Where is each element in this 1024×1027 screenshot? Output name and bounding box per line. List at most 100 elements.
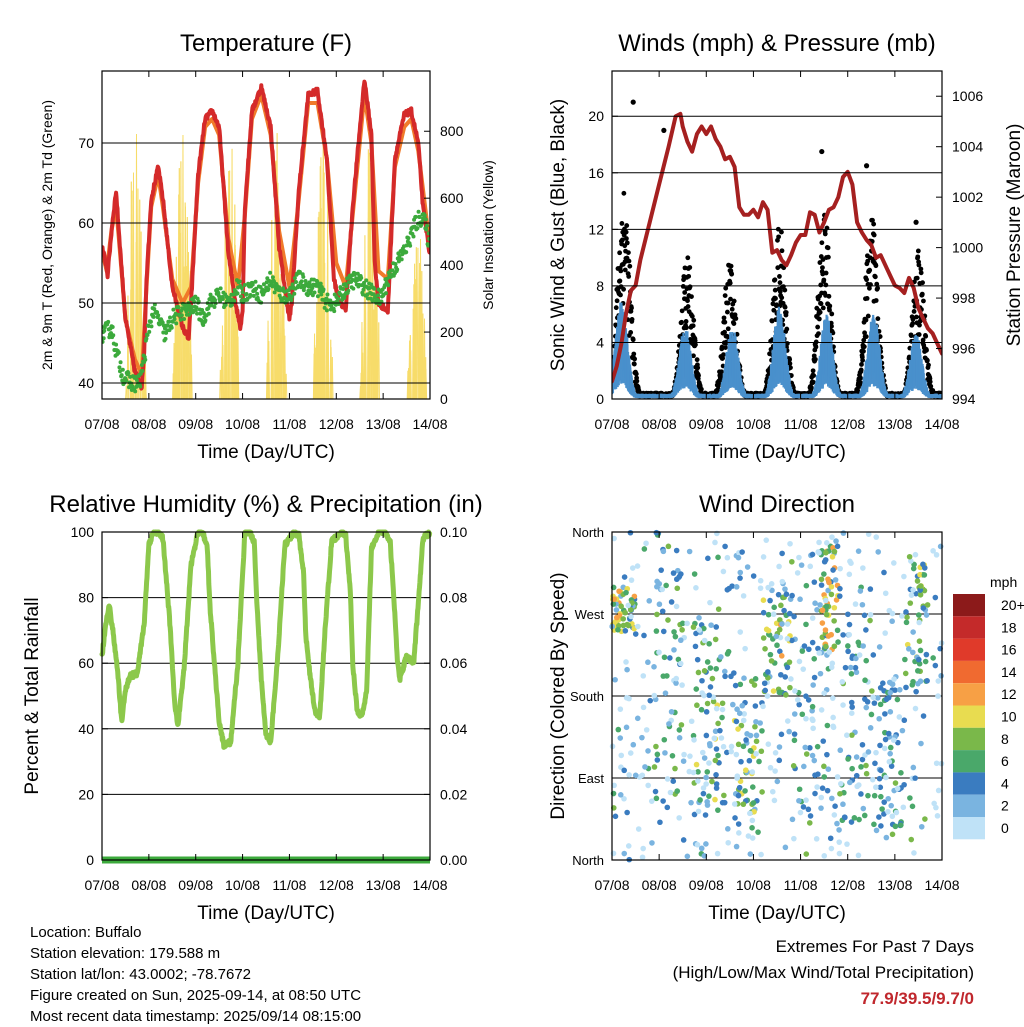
direction-point [672,766,678,772]
direction-point [845,643,851,649]
direction-point [654,530,660,536]
direction-point [858,791,864,797]
gust-point [874,263,879,268]
direction-point [639,772,645,778]
direction-point [897,714,903,720]
direction-point [762,646,768,652]
direction-point [797,596,803,602]
x-tick-label: 13/08 [366,416,401,432]
direction-point [694,762,700,768]
direction-point [651,664,657,670]
direction-point [713,758,719,764]
gust-point [784,327,789,332]
y2-tick-label: 1004 [952,139,983,155]
direction-point [628,614,634,620]
direction-point [734,584,740,590]
direction-point [916,657,922,663]
direction-point [699,846,705,852]
dewpoint-point [313,290,317,294]
dewpoint-point [174,312,178,316]
y2-axis-label: Solar Insolation (Yellow) [480,160,496,310]
y2-tick-label: 0.00 [440,852,467,868]
direction-point [907,600,913,606]
solar-spike [229,171,230,399]
direction-point [830,715,836,721]
direction-point [810,704,816,710]
direction-point [883,737,889,743]
solar-spike [226,273,227,399]
direction-point [729,744,735,750]
direction-point [612,677,618,683]
gust-point [634,379,639,384]
direction-point [720,700,726,706]
direction-point [891,676,897,682]
direction-point [657,601,663,607]
direction-point [758,852,764,858]
dewpoint-point [245,292,249,296]
gust-point [858,376,863,381]
solar-spike [318,217,319,399]
direction-point [816,650,822,656]
direction-point [617,735,623,741]
dewpoint-point [182,317,186,321]
direction-point [671,570,677,576]
direction-point [714,706,720,712]
direction-point [901,717,907,723]
direction-point [888,709,894,715]
direction-point [704,709,710,715]
direction-point [820,620,826,626]
y2-tick-label: 600 [440,190,464,206]
direction-point [922,816,928,822]
direction-point [765,669,771,675]
direction-point [863,658,869,664]
direction-point [844,841,850,847]
direction-point [645,659,651,665]
solar-spike [365,235,366,399]
direction-point [915,578,921,584]
direction-point [661,549,667,555]
gust-point [910,321,915,326]
direction-point [665,776,671,782]
dewpoint-point [424,218,428,222]
gust-point [780,248,785,253]
direction-point [791,614,797,620]
direction-point [741,718,747,724]
direction-point [734,775,740,781]
y-axis-label: Sonic Wind & Gust (Blue, Black) [548,99,569,371]
direction-point [742,646,748,652]
direction-point [876,814,882,820]
direction-point [704,733,710,739]
direction-point [695,778,701,784]
direction-point [846,632,852,638]
dewpoint-point [359,276,363,280]
direction-point [710,676,716,682]
direction-point [659,587,665,593]
solar-spike [238,349,239,399]
direction-point [618,753,624,759]
direction-point [678,661,684,667]
dewpoint-point [111,325,115,329]
direction-point [832,549,838,555]
direction-point [769,658,775,664]
dewpoint-point [424,228,428,232]
dewpoint-point [135,378,139,382]
direction-point [872,700,878,706]
solar-spike [281,318,282,399]
direction-point [916,612,922,618]
direction-point [614,615,620,621]
dewpoint-point [322,287,326,291]
direction-point [878,794,884,800]
direction-point [658,567,664,573]
direction-point [699,678,705,684]
direction-point [681,758,687,764]
gust-point [875,316,880,321]
gust-point [819,240,824,245]
dewpoint-point [117,365,121,369]
dewpoint-point [121,368,125,372]
dewpoint-point [173,317,177,321]
direction-point [624,695,630,701]
direction-point [821,690,827,696]
direction-point [797,786,803,792]
direction-point [870,652,876,658]
direction-point [771,605,777,611]
